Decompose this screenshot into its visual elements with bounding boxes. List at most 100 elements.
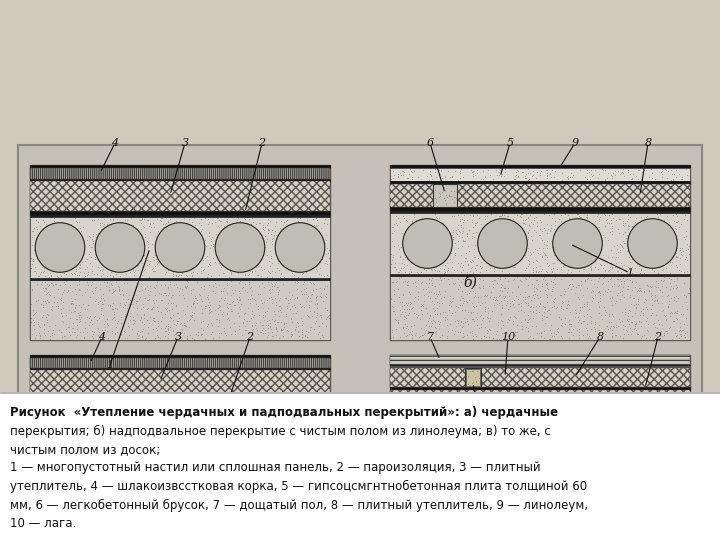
Point bbox=[604, 228, 616, 237]
Circle shape bbox=[478, 219, 527, 268]
Point bbox=[556, 414, 567, 422]
Point bbox=[486, 287, 498, 296]
Point bbox=[73, 242, 85, 251]
Point bbox=[613, 240, 625, 249]
Point bbox=[316, 255, 328, 264]
Point bbox=[581, 208, 593, 217]
Point bbox=[312, 303, 323, 312]
Point bbox=[123, 243, 135, 252]
Point bbox=[645, 283, 657, 292]
Point bbox=[524, 251, 536, 260]
Point bbox=[220, 217, 231, 225]
Point bbox=[181, 272, 192, 280]
Point bbox=[272, 423, 284, 432]
Point bbox=[26, 313, 37, 322]
Point bbox=[243, 304, 254, 313]
Point bbox=[112, 305, 123, 313]
Point bbox=[546, 278, 558, 286]
Point bbox=[36, 245, 48, 253]
Point bbox=[484, 171, 495, 179]
Point bbox=[87, 289, 99, 298]
Point bbox=[477, 412, 489, 421]
Point bbox=[467, 255, 478, 264]
Point bbox=[605, 411, 616, 420]
Point bbox=[40, 284, 52, 293]
Point bbox=[181, 263, 193, 272]
Point bbox=[575, 213, 587, 221]
Point bbox=[503, 330, 515, 339]
Point bbox=[605, 171, 616, 179]
Point bbox=[462, 408, 474, 416]
Point bbox=[635, 266, 647, 274]
Point bbox=[507, 215, 518, 224]
Point bbox=[667, 211, 679, 219]
Point bbox=[130, 299, 142, 308]
Point bbox=[478, 406, 490, 415]
Point bbox=[593, 214, 604, 223]
Point bbox=[45, 249, 56, 258]
Point bbox=[507, 275, 518, 284]
Point bbox=[549, 298, 560, 306]
Point bbox=[428, 240, 439, 248]
Point bbox=[27, 410, 38, 418]
Point bbox=[459, 215, 470, 224]
Point bbox=[402, 251, 413, 259]
Point bbox=[30, 334, 41, 342]
Point bbox=[309, 306, 320, 315]
Point bbox=[484, 314, 495, 322]
Point bbox=[594, 291, 606, 299]
Point bbox=[238, 310, 250, 319]
Point bbox=[530, 417, 541, 426]
Point bbox=[220, 330, 231, 339]
Point bbox=[589, 166, 600, 174]
Point bbox=[626, 174, 637, 183]
Point bbox=[534, 415, 546, 424]
Point bbox=[431, 263, 442, 272]
Point bbox=[512, 173, 523, 181]
Point bbox=[296, 333, 307, 341]
Point bbox=[542, 285, 554, 294]
Point bbox=[215, 262, 226, 271]
Point bbox=[657, 276, 669, 285]
Point bbox=[323, 312, 334, 321]
Point bbox=[193, 330, 204, 339]
Point bbox=[462, 242, 474, 251]
Point bbox=[83, 250, 94, 259]
Point bbox=[166, 417, 178, 426]
Point bbox=[207, 254, 219, 262]
Point bbox=[163, 296, 174, 305]
Point bbox=[41, 316, 53, 325]
Point bbox=[78, 399, 90, 407]
Point bbox=[663, 217, 675, 226]
Point bbox=[463, 288, 474, 297]
Point bbox=[135, 316, 146, 325]
Point bbox=[184, 315, 195, 324]
Point bbox=[660, 413, 672, 422]
Point bbox=[285, 246, 297, 255]
Point bbox=[388, 262, 400, 271]
Point bbox=[462, 232, 473, 240]
Point bbox=[598, 165, 609, 174]
Point bbox=[149, 422, 161, 430]
Point bbox=[528, 417, 539, 426]
Point bbox=[392, 417, 404, 426]
Point bbox=[433, 267, 444, 275]
Point bbox=[270, 242, 282, 251]
Point bbox=[606, 263, 618, 272]
Point bbox=[400, 299, 411, 307]
Point bbox=[431, 304, 443, 313]
Point bbox=[79, 272, 91, 280]
Point bbox=[664, 268, 675, 277]
Point bbox=[422, 282, 433, 291]
Point bbox=[50, 220, 61, 228]
Point bbox=[467, 332, 479, 341]
Point bbox=[42, 419, 54, 428]
Point bbox=[588, 248, 600, 257]
Point bbox=[71, 246, 83, 255]
Point bbox=[520, 250, 531, 259]
Point bbox=[311, 247, 323, 256]
Point bbox=[165, 278, 176, 286]
Point bbox=[284, 299, 295, 307]
Point bbox=[71, 267, 82, 275]
Point bbox=[638, 288, 649, 296]
